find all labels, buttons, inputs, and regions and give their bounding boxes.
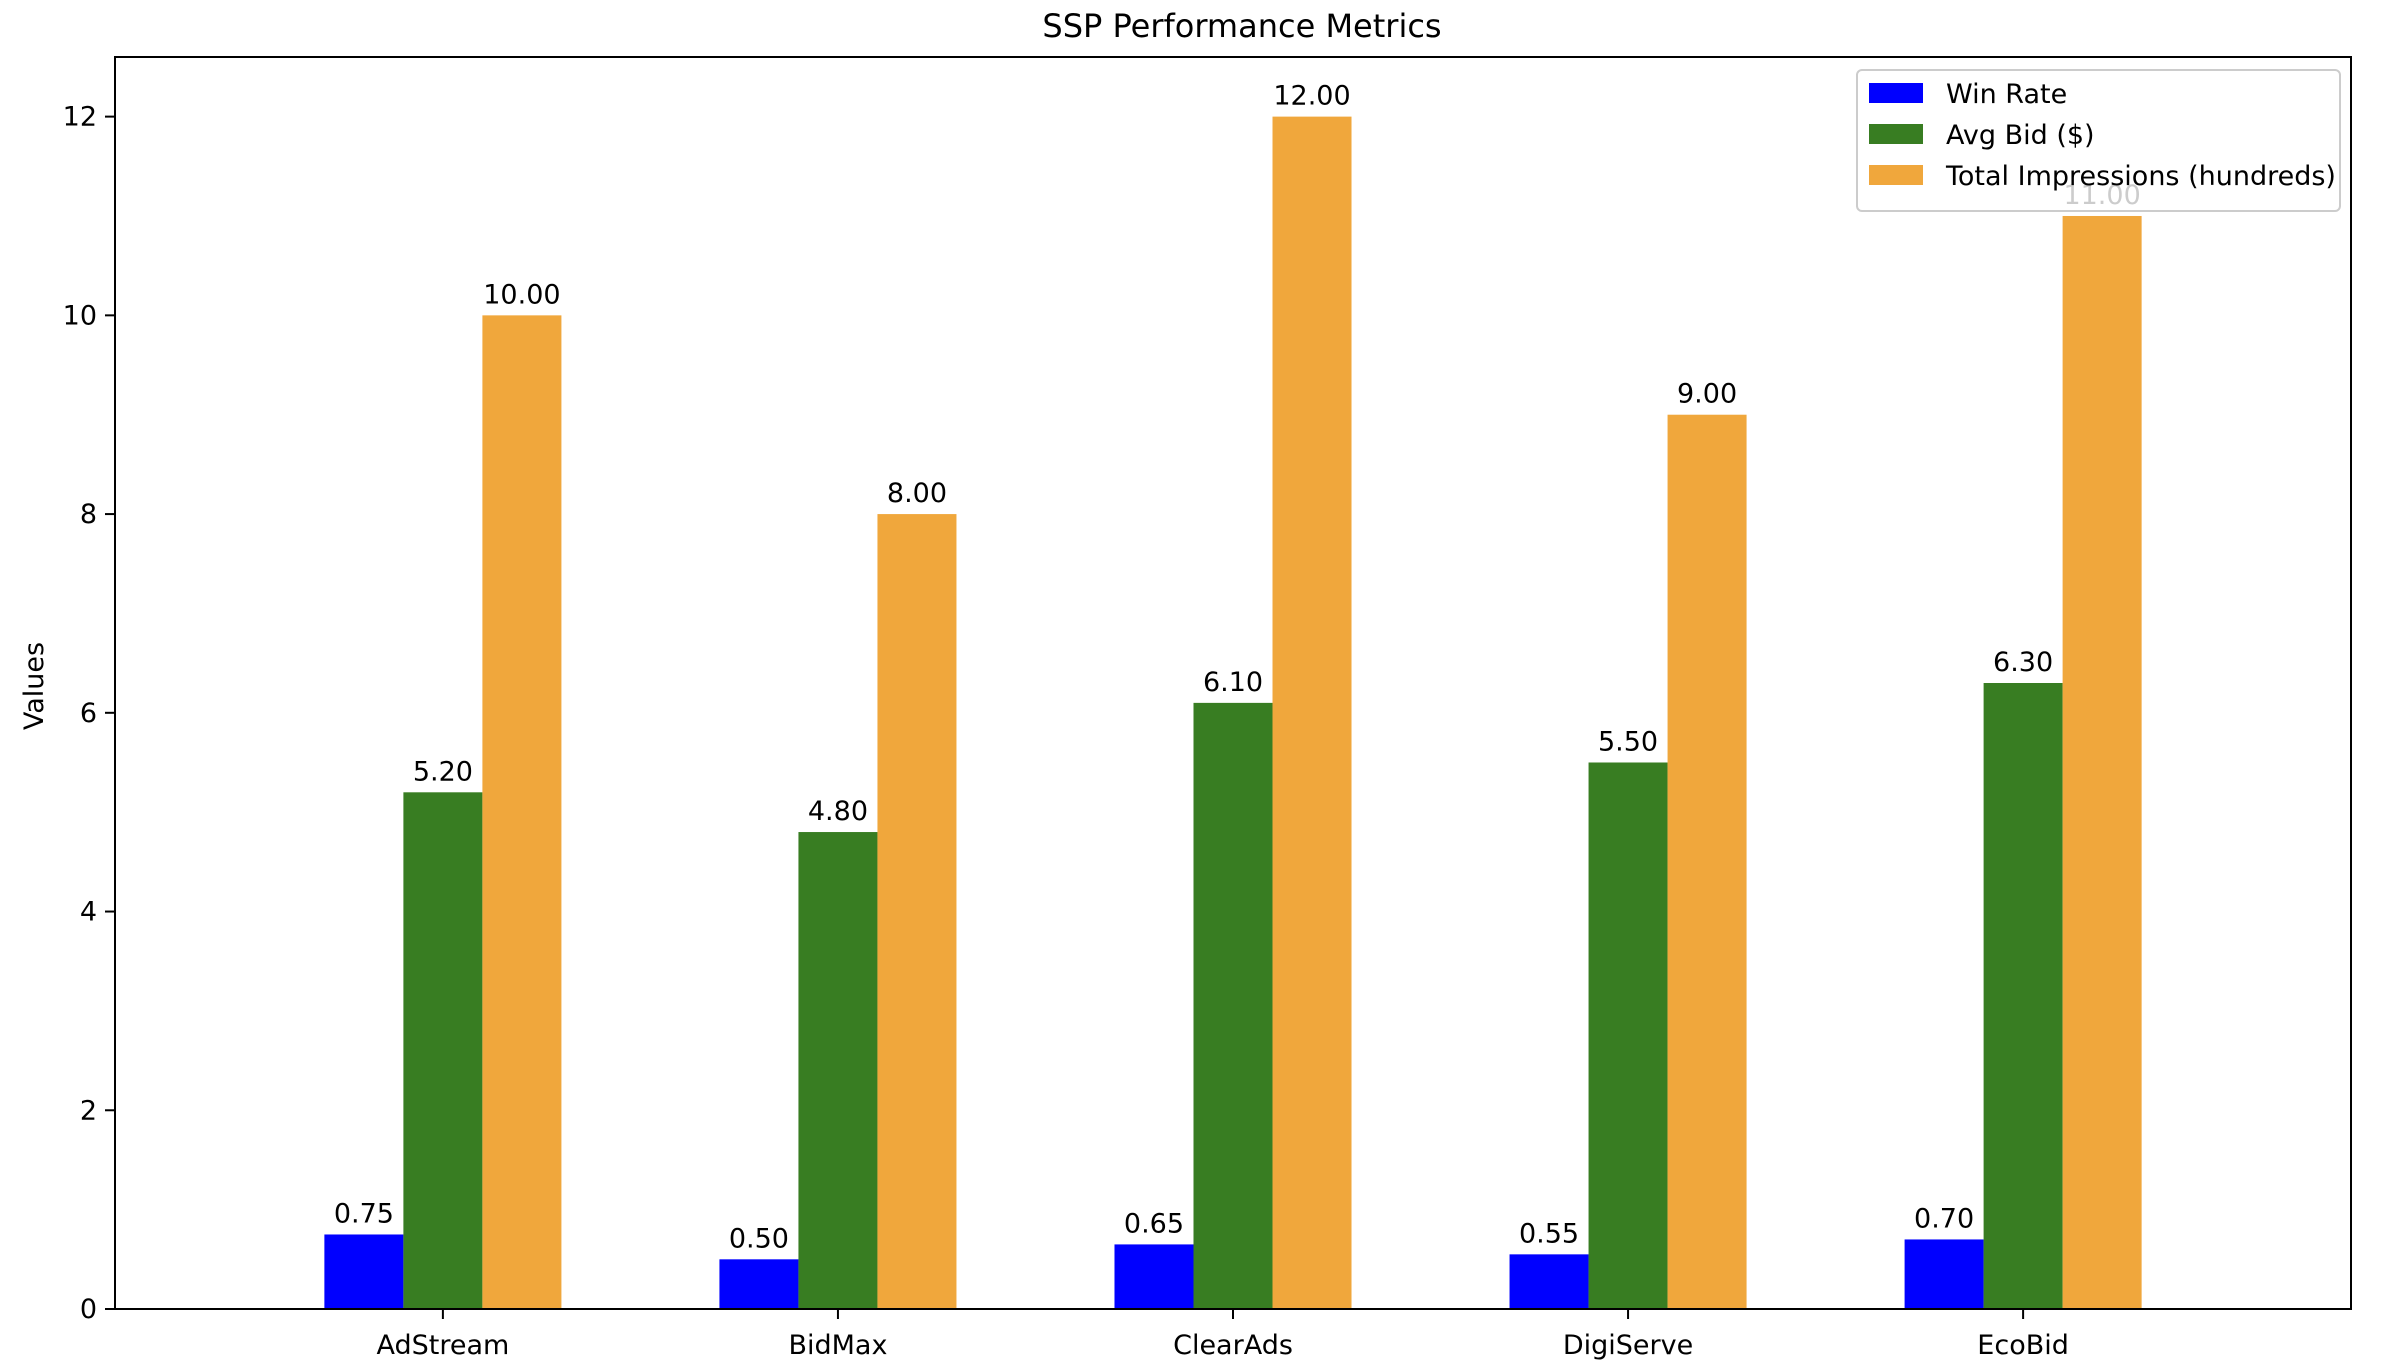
bar	[1983, 683, 2063, 1309]
x-tick-label: ClearAds	[1173, 1330, 1293, 1361]
legend-swatch	[1869, 165, 1923, 185]
legend: Win Rate Avg Bid ($) Total Impressions (hu…	[1856, 69, 2341, 212]
data-label: 0.55	[1519, 1218, 1579, 1249]
chart-title: SSP Performance Metrics	[1042, 7, 1441, 45]
bar	[1667, 414, 1747, 1309]
bar	[1509, 1254, 1589, 1309]
legend-frame	[1856, 69, 2341, 212]
y-tick-label: 0	[80, 1294, 97, 1325]
legend-swatch	[1869, 124, 1923, 144]
x-tick-label: BidMax	[788, 1330, 887, 1361]
y-tick-label: 8	[80, 499, 97, 530]
bar	[2062, 215, 2142, 1309]
data-label: 6.10	[1203, 667, 1263, 698]
bar	[1193, 702, 1273, 1309]
y-tick-label: 6	[80, 698, 97, 729]
x-tick-label: AdStream	[376, 1330, 509, 1361]
bar	[324, 1234, 404, 1309]
bar	[482, 315, 562, 1309]
data-label: 10.00	[483, 279, 560, 310]
data-label: 12.00	[1273, 81, 1350, 112]
bar	[403, 792, 483, 1309]
bar	[1272, 116, 1352, 1310]
data-label: 8.00	[887, 478, 947, 509]
bar	[1588, 762, 1668, 1309]
legend-label: Total Impressions (hundreds)	[1945, 161, 2336, 192]
bar	[719, 1259, 799, 1309]
plot-area-frame	[114, 56, 2352, 1310]
bars-layer: 0.75 5.20 10.00 0.50 4.80 8.00 0.65 6.10 12.00 0.…	[324, 81, 2142, 1310]
data-label: 4.80	[808, 796, 868, 827]
ticks-layer: AdStream BidMax ClearAds DigiServe EcoBid 0 2 4…	[63, 102, 2069, 1361]
y-tick-label: 12	[63, 102, 97, 133]
bar	[1114, 1244, 1194, 1309]
data-label: 9.00	[1677, 379, 1737, 410]
x-tick-label: DigiServe	[1563, 1330, 1693, 1361]
legend-swatch	[1869, 83, 1923, 103]
y-tick-label: 4	[80, 897, 97, 928]
data-label: 0.50	[729, 1223, 789, 1254]
x-tick-label: EcoBid	[1977, 1330, 2069, 1361]
bar	[1904, 1239, 1984, 1309]
legend-label: Win Rate	[1946, 79, 2067, 110]
data-label: 0.75	[334, 1198, 394, 1229]
data-label: 5.50	[1598, 726, 1658, 757]
y-axis-label: Values	[19, 642, 50, 730]
legend-label: Avg Bid ($)	[1946, 120, 2095, 151]
bar	[877, 514, 957, 1309]
data-label: 5.20	[413, 756, 473, 787]
y-tick-label: 10	[63, 300, 97, 331]
data-label: 6.30	[1993, 647, 2053, 678]
data-label: 0.70	[1914, 1203, 1974, 1234]
bar	[798, 832, 878, 1309]
data-label: 0.65	[1124, 1208, 1184, 1239]
y-tick-label: 2	[80, 1095, 97, 1126]
